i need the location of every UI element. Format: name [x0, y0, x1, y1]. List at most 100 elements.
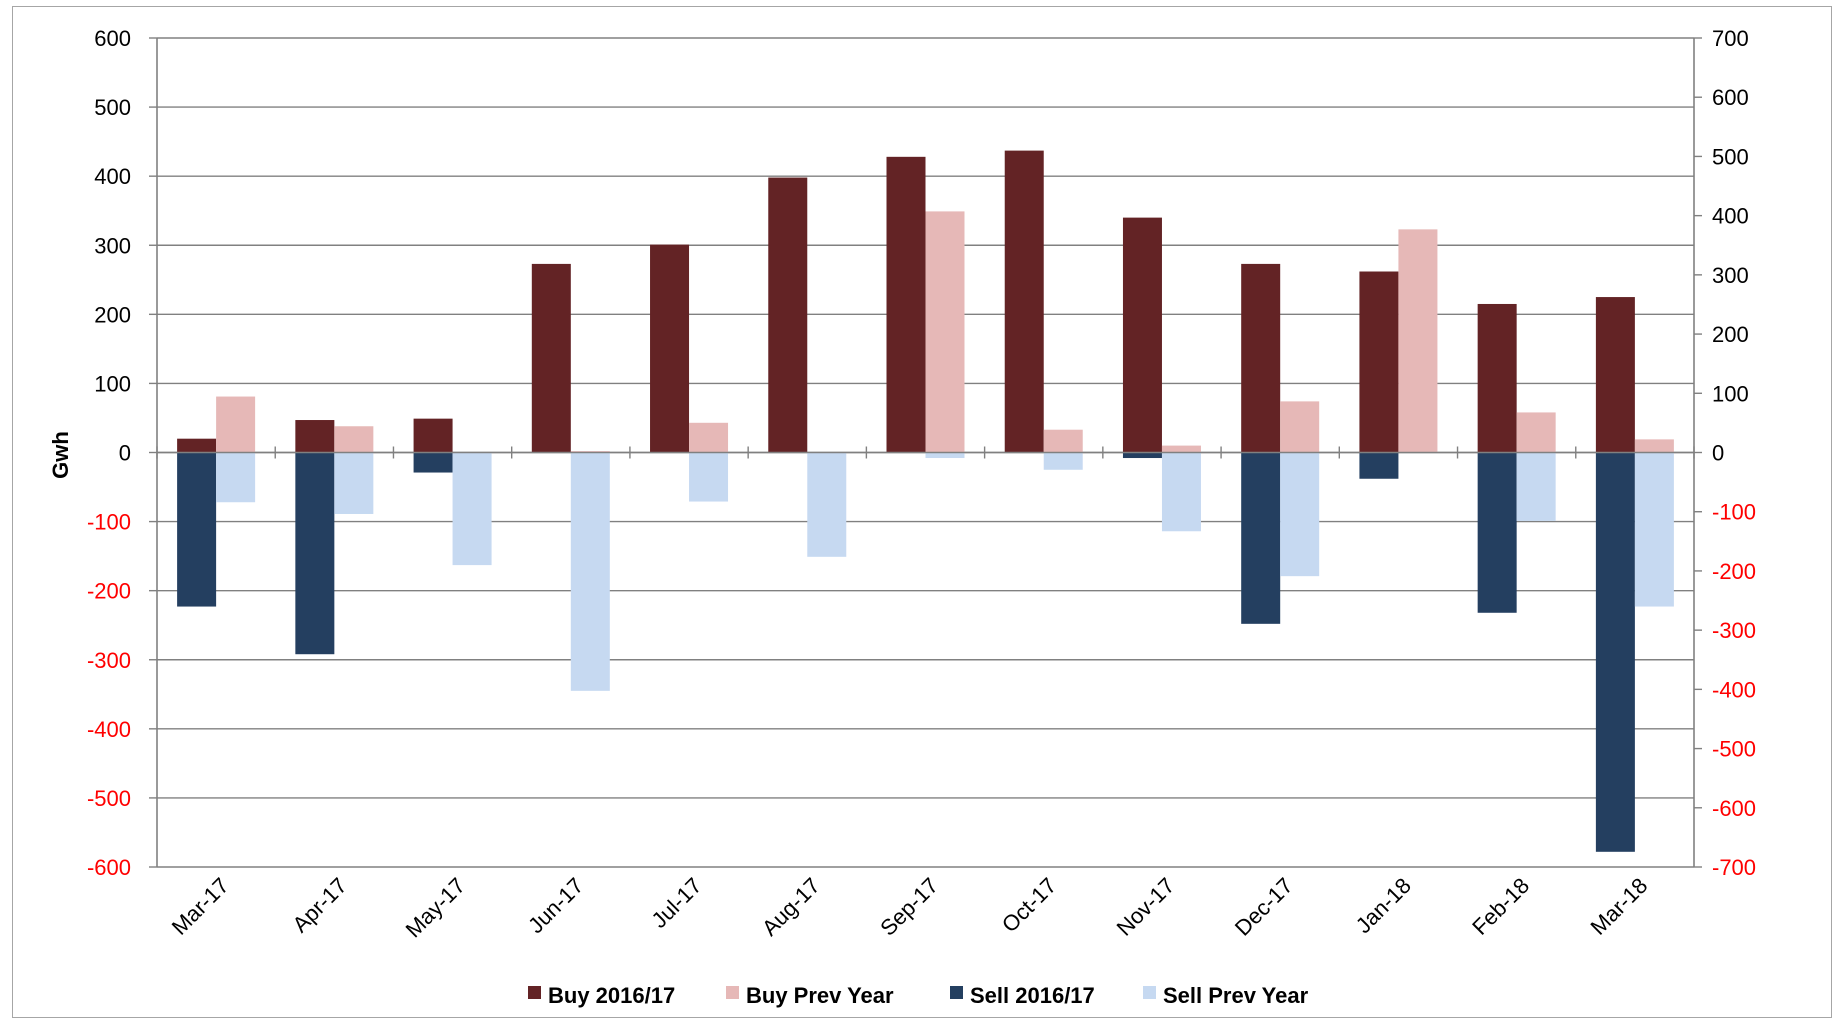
y2-tick-label: 300: [1712, 263, 1749, 288]
left-axis-ticks: 600 500 400 300 200 100 0 -100 -200 -300 -400 -500 -…: [87, 26, 157, 880]
y-axis-label: Gwh: [48, 431, 73, 479]
x-tick-label: Apr-17: [288, 873, 352, 937]
bar-buy-2016-17: [413, 418, 453, 453]
bar-buy-2016-17: [295, 420, 335, 453]
legend-label: Buy Prev Year: [746, 983, 894, 1008]
bar-buy-prev-year: [334, 426, 374, 453]
bar-buy-2016-17: [1122, 217, 1162, 453]
y2-tick-label: -500: [1712, 737, 1756, 762]
x-tick-label: Jul-17: [647, 873, 707, 933]
legend-swatch: [1143, 986, 1156, 999]
y2-tick-label: 700: [1712, 26, 1749, 51]
x-tick-label: Nov-17: [1112, 873, 1180, 941]
bar-buy-prev-year: [1043, 429, 1083, 453]
bar-sell-prev-year: [570, 452, 610, 691]
bar-sell-2016-17: [295, 452, 335, 655]
bar-buy-prev-year: [216, 396, 256, 453]
bar-sell-prev-year: [1043, 452, 1083, 470]
bar-sell-2016-17: [1122, 452, 1162, 459]
y-tick-label: -600: [87, 855, 131, 880]
bar-sell-2016-17: [413, 452, 453, 473]
y-tick-label: 500: [94, 95, 131, 120]
x-tick-label: Aug-17: [757, 873, 825, 941]
chart-frame: [12, 6, 1832, 1018]
legend-label: Sell 2016/17: [970, 983, 1095, 1008]
bar-buy-prev-year: [1516, 412, 1556, 453]
y-tick-label: 400: [94, 164, 131, 189]
y-tick-label: -500: [87, 786, 131, 811]
y2-tick-label: 0: [1712, 441, 1724, 466]
legend-swatch: [726, 986, 739, 999]
bar-sell-prev-year: [216, 452, 256, 503]
bar-buy-prev-year: [925, 211, 965, 453]
bar-sell-prev-year: [1516, 452, 1556, 521]
bar-buy-2016-17: [1477, 303, 1517, 453]
bar-sell-2016-17: [177, 452, 217, 607]
bar-sell-prev-year: [1280, 452, 1320, 577]
bar-sell-2016-17: [1241, 452, 1281, 624]
legend-label: Sell Prev Year: [1163, 983, 1309, 1008]
bar-buy-2016-17: [1004, 150, 1044, 453]
y2-tick-label: -200: [1712, 559, 1756, 584]
legend-swatch: [528, 986, 541, 999]
x-tick-label: Sep-17: [875, 873, 943, 941]
bar-sell-prev-year: [925, 452, 965, 459]
bar-sell-prev-year: [807, 452, 847, 557]
y2-tick-label: -400: [1712, 677, 1756, 702]
x-axis-ticks: Mar-17 Apr-17 May-17 Jun-17 Jul-17 Aug-17 Sep-…: [167, 873, 1653, 943]
x-tick-label: Dec-17: [1230, 873, 1298, 941]
y-tick-label: -400: [87, 717, 131, 742]
legend: Buy 2016/17 Buy Prev Year Sell 2016/17 Sell…: [528, 983, 1309, 1008]
bar-sell-prev-year: [689, 452, 729, 502]
y-tick-label: 100: [94, 371, 131, 396]
y2-tick-label: 500: [1712, 144, 1749, 169]
bar-sell-prev-year: [1161, 452, 1201, 532]
y-tick-label: 600: [94, 26, 131, 51]
legend-swatch: [950, 986, 963, 999]
bar-sell-prev-year: [334, 452, 374, 514]
y2-tick-label: -600: [1712, 796, 1756, 821]
bar-buy-2016-17: [1595, 297, 1635, 453]
y-tick-label: -200: [87, 579, 131, 604]
y2-tick-label: 600: [1712, 85, 1749, 110]
y2-tick-label: 100: [1712, 381, 1749, 406]
bar-sell-2016-17: [1359, 452, 1399, 479]
y2-tick-label: 400: [1712, 204, 1749, 229]
bar-buy-2016-17: [768, 177, 808, 453]
right-axis-ticks: 700 600 500 400 300 200 100 0 -100 -200 -300 -400 -5…: [1694, 26, 1756, 880]
y2-tick-label: -700: [1712, 855, 1756, 880]
bar-buy-2016-17: [1241, 263, 1281, 453]
y-tick-label: 300: [94, 233, 131, 258]
y-tick-label: -100: [87, 510, 131, 535]
bar-sell-prev-year: [452, 452, 492, 566]
x-tick-label: Oct-17: [997, 873, 1061, 937]
x-tick-label: May-17: [401, 873, 471, 943]
bar-buy-prev-year: [689, 422, 729, 453]
x-tick-label: Mar-17: [167, 873, 234, 940]
bar-buy-prev-year: [1398, 229, 1438, 453]
bars: [177, 150, 1674, 852]
bar-sell-2016-17: [1477, 452, 1517, 613]
x-tick-label: Jun-17: [523, 873, 588, 938]
bar-buy-2016-17: [650, 244, 690, 453]
y2-tick-label: 200: [1712, 322, 1749, 347]
bar-buy-2016-17: [1359, 271, 1399, 453]
legend-label: Buy 2016/17: [548, 983, 675, 1008]
gridlines: [157, 37, 1694, 868]
bar-sell-2016-17: [1595, 452, 1635, 852]
bar-buy-prev-year: [1161, 445, 1201, 453]
x-tick-label: Mar-18: [1585, 873, 1652, 940]
x-tick-label: Jan-18: [1351, 873, 1416, 938]
bar-buy-prev-year: [1634, 439, 1674, 453]
y-tick-label: 0: [119, 441, 131, 466]
x-tick-label: Feb-18: [1467, 873, 1534, 940]
y2-tick-label: -300: [1712, 618, 1756, 643]
bar-buy-prev-year: [1280, 401, 1320, 453]
y2-tick-label: -100: [1712, 500, 1756, 525]
bar-sell-prev-year: [1634, 452, 1674, 607]
y-tick-label: 200: [94, 302, 131, 327]
bar-buy-2016-17: [531, 263, 571, 453]
y-tick-label: -300: [87, 648, 131, 673]
bar-buy-2016-17: [177, 438, 217, 453]
